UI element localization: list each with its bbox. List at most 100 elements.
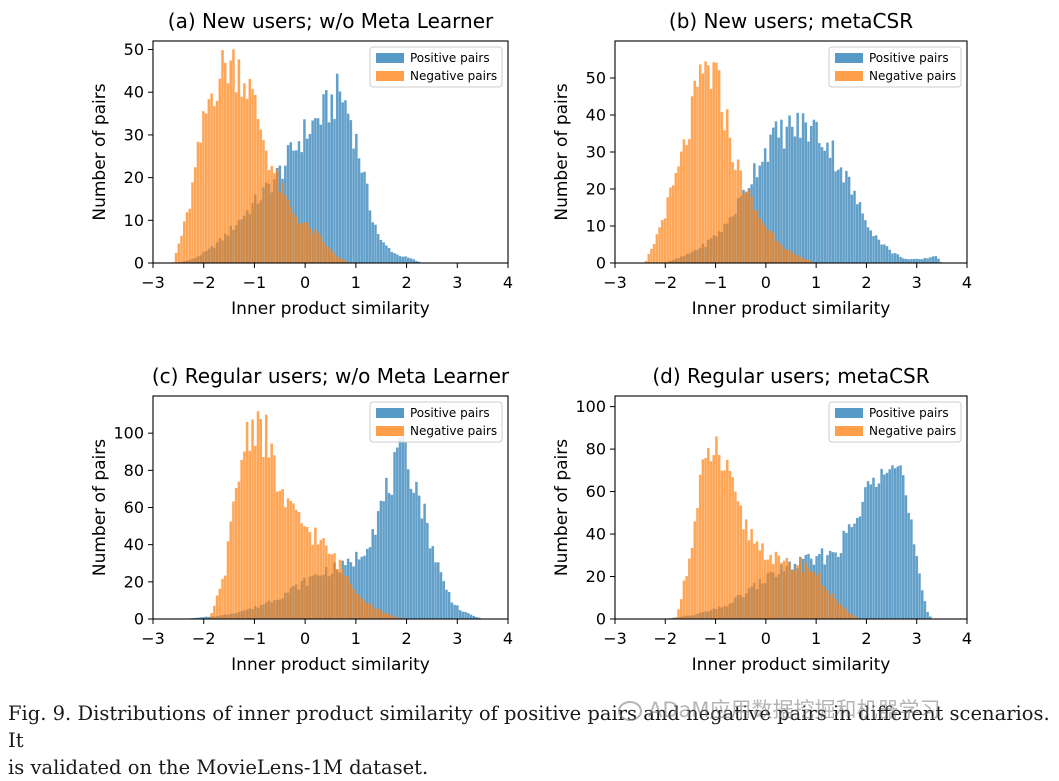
- bar: [731, 477, 733, 619]
- bar: [418, 496, 421, 619]
- bar: [929, 257, 931, 263]
- x-tick-label: −1: [704, 629, 728, 648]
- bar: [287, 200, 290, 263]
- bar: [292, 214, 295, 263]
- bar: [910, 259, 912, 263]
- bar: [358, 158, 361, 263]
- bar: [306, 222, 309, 263]
- y-tick-label: 100: [575, 397, 606, 416]
- wechat-logo-icon: [618, 701, 642, 721]
- bar: [445, 590, 448, 619]
- bar: [309, 532, 312, 619]
- bar: [907, 259, 909, 263]
- chart-title: (b) New users; metaCSR: [669, 9, 913, 33]
- bar: [344, 576, 347, 619]
- bar: [707, 65, 709, 263]
- bar: [829, 595, 831, 619]
- bar: [219, 589, 222, 619]
- bar: [262, 140, 265, 263]
- bar: [842, 182, 844, 263]
- bar: [432, 546, 435, 619]
- bar: [788, 115, 790, 263]
- x-tick-label: 1: [811, 629, 821, 648]
- x-tick-label: 4: [503, 629, 513, 648]
- bar: [467, 613, 470, 619]
- bar: [371, 222, 374, 263]
- bar: [699, 65, 701, 263]
- x-tick-label: −3: [603, 273, 627, 292]
- bar: [894, 468, 896, 619]
- bar: [794, 571, 796, 619]
- bar: [290, 207, 293, 263]
- bar: [870, 230, 872, 263]
- bar: [437, 562, 440, 619]
- bar: [453, 605, 456, 619]
- bar: [796, 565, 798, 619]
- bar: [412, 259, 415, 263]
- x-tick-label: 3: [912, 273, 922, 292]
- bar: [742, 529, 744, 619]
- bar: [254, 95, 257, 263]
- bar: [756, 210, 758, 263]
- bar: [462, 612, 465, 619]
- bar: [402, 257, 405, 263]
- bar: [213, 606, 216, 619]
- bar: [284, 195, 287, 263]
- bar: [859, 516, 861, 619]
- bar: [366, 604, 369, 619]
- bar: [799, 257, 801, 263]
- bar: [677, 609, 679, 619]
- bar: [783, 561, 785, 619]
- bar: [718, 455, 720, 619]
- bar: [688, 559, 690, 619]
- bar: [924, 601, 926, 619]
- bar: [791, 252, 793, 263]
- bar: [740, 505, 742, 619]
- bar: [415, 482, 418, 619]
- y-tick-label: 30: [586, 143, 606, 162]
- bar: [388, 493, 391, 619]
- y-tick-label: 0: [596, 610, 606, 629]
- bar: [260, 130, 263, 263]
- bar: [786, 250, 788, 263]
- bar: [864, 220, 866, 263]
- bar: [899, 465, 901, 619]
- bar: [872, 236, 874, 263]
- bar: [853, 524, 855, 619]
- bar: [235, 488, 238, 619]
- bar: [380, 610, 383, 619]
- x-tick-label: −1: [243, 629, 267, 648]
- bar: [926, 258, 928, 263]
- x-tick-label: 1: [811, 273, 821, 292]
- bar: [756, 541, 758, 619]
- bar: [371, 529, 374, 619]
- x-tick-label: 0: [761, 273, 771, 292]
- bar: [328, 122, 331, 263]
- bar: [786, 127, 788, 263]
- bar: [328, 247, 331, 263]
- bar: [281, 489, 284, 619]
- bar: [913, 544, 915, 619]
- bar: [656, 234, 658, 263]
- bar: [232, 49, 235, 263]
- bar: [331, 554, 334, 619]
- bar: [845, 533, 847, 619]
- bar: [382, 613, 385, 619]
- bar: [726, 460, 728, 619]
- legend-swatch-negative: [376, 71, 404, 81]
- caption-line-2: is validated on the MovieLens-1M dataset…: [8, 754, 1053, 781]
- bar: [287, 498, 290, 619]
- bar: [426, 523, 429, 619]
- bar: [805, 259, 807, 263]
- bar: [840, 604, 842, 619]
- bar: [815, 576, 817, 619]
- bar: [837, 170, 839, 263]
- bar: [448, 592, 451, 619]
- bar: [888, 250, 890, 263]
- bar: [470, 615, 473, 619]
- bar: [232, 501, 235, 619]
